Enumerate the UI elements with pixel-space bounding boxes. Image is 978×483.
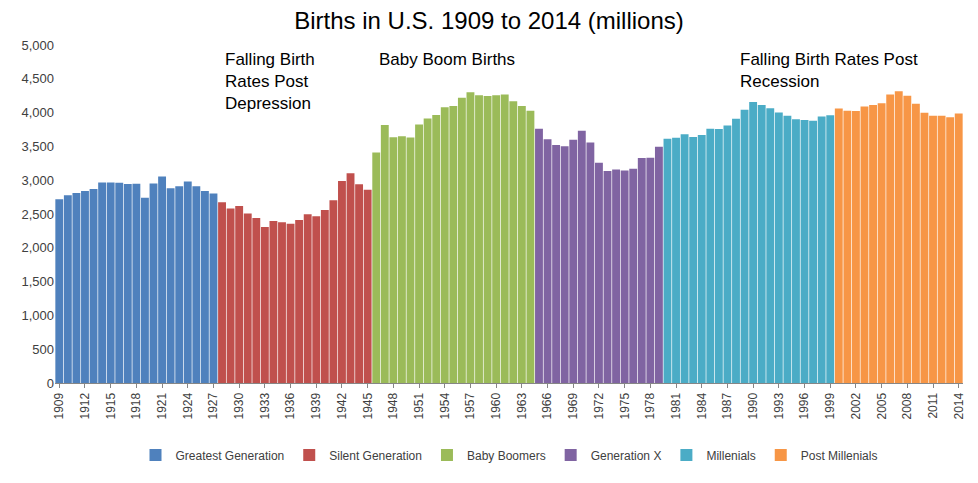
- svg-text:Greatest Generation: Greatest Generation: [176, 449, 285, 463]
- svg-text:1918: 1918: [129, 392, 143, 419]
- svg-text:1999: 1999: [823, 392, 837, 419]
- svg-text:1933: 1933: [258, 392, 272, 419]
- svg-text:Falling BirthRates PostDepress: Falling BirthRates PostDepression: [225, 50, 315, 113]
- svg-text:4,500: 4,500: [21, 71, 54, 86]
- svg-text:1954: 1954: [438, 392, 452, 419]
- svg-text:1981: 1981: [669, 392, 683, 419]
- svg-text:1924: 1924: [181, 392, 195, 419]
- svg-text:2008: 2008: [900, 392, 914, 419]
- svg-text:4,000: 4,000: [21, 105, 54, 120]
- svg-text:Millenials: Millenials: [706, 449, 755, 463]
- svg-text:1978: 1978: [643, 392, 657, 419]
- svg-text:Births in U.S. 1909 to 2014 (m: Births in U.S. 1909 to 2014 (millions): [294, 7, 684, 34]
- svg-text:1915: 1915: [104, 392, 118, 419]
- svg-text:2005: 2005: [875, 392, 889, 419]
- svg-text:1966: 1966: [540, 392, 554, 419]
- svg-text:Baby Boomers: Baby Boomers: [467, 449, 546, 463]
- svg-text:1987: 1987: [720, 392, 734, 419]
- svg-text:1975: 1975: [618, 392, 632, 419]
- svg-text:2011: 2011: [926, 392, 940, 418]
- svg-text:0: 0: [47, 376, 54, 391]
- svg-text:1957: 1957: [463, 392, 477, 419]
- svg-text:2014: 2014: [952, 392, 966, 419]
- svg-text:1993: 1993: [772, 392, 786, 419]
- svg-text:1996: 1996: [797, 392, 811, 419]
- svg-text:1,500: 1,500: [21, 274, 54, 289]
- svg-text:1,000: 1,000: [21, 308, 54, 323]
- svg-text:1984: 1984: [695, 392, 709, 419]
- svg-text:2002: 2002: [849, 392, 863, 419]
- svg-text:1948: 1948: [386, 392, 400, 419]
- svg-text:1930: 1930: [232, 392, 246, 419]
- svg-text:Generation X: Generation X: [591, 449, 662, 463]
- svg-text:1969: 1969: [566, 392, 580, 419]
- svg-text:Post Millenials: Post Millenials: [801, 449, 878, 463]
- svg-text:1942: 1942: [335, 392, 349, 419]
- svg-text:1963: 1963: [515, 392, 529, 419]
- svg-text:1909: 1909: [52, 392, 66, 419]
- svg-text:1936: 1936: [283, 392, 297, 419]
- svg-text:1972: 1972: [592, 392, 606, 419]
- svg-text:1945: 1945: [361, 392, 375, 419]
- svg-text:500: 500: [32, 342, 54, 357]
- svg-text:Baby Boom Births: Baby Boom Births: [379, 50, 515, 69]
- svg-text:1960: 1960: [489, 392, 503, 419]
- svg-text:Silent Generation: Silent Generation: [329, 449, 422, 463]
- svg-text:1912: 1912: [78, 392, 92, 419]
- svg-text:3,000: 3,000: [21, 173, 54, 188]
- svg-text:1939: 1939: [309, 392, 323, 419]
- svg-text:2,000: 2,000: [21, 240, 54, 255]
- svg-text:1927: 1927: [206, 392, 220, 419]
- svg-text:1990: 1990: [746, 392, 760, 419]
- svg-text:1921: 1921: [155, 392, 169, 419]
- svg-text:3,500: 3,500: [21, 139, 54, 154]
- svg-text:1951: 1951: [412, 392, 426, 419]
- svg-text:5,000: 5,000: [21, 38, 54, 53]
- svg-text:2,500: 2,500: [21, 207, 54, 222]
- svg-text:Falling Birth Rates PostRecess: Falling Birth Rates PostRecession: [740, 50, 918, 91]
